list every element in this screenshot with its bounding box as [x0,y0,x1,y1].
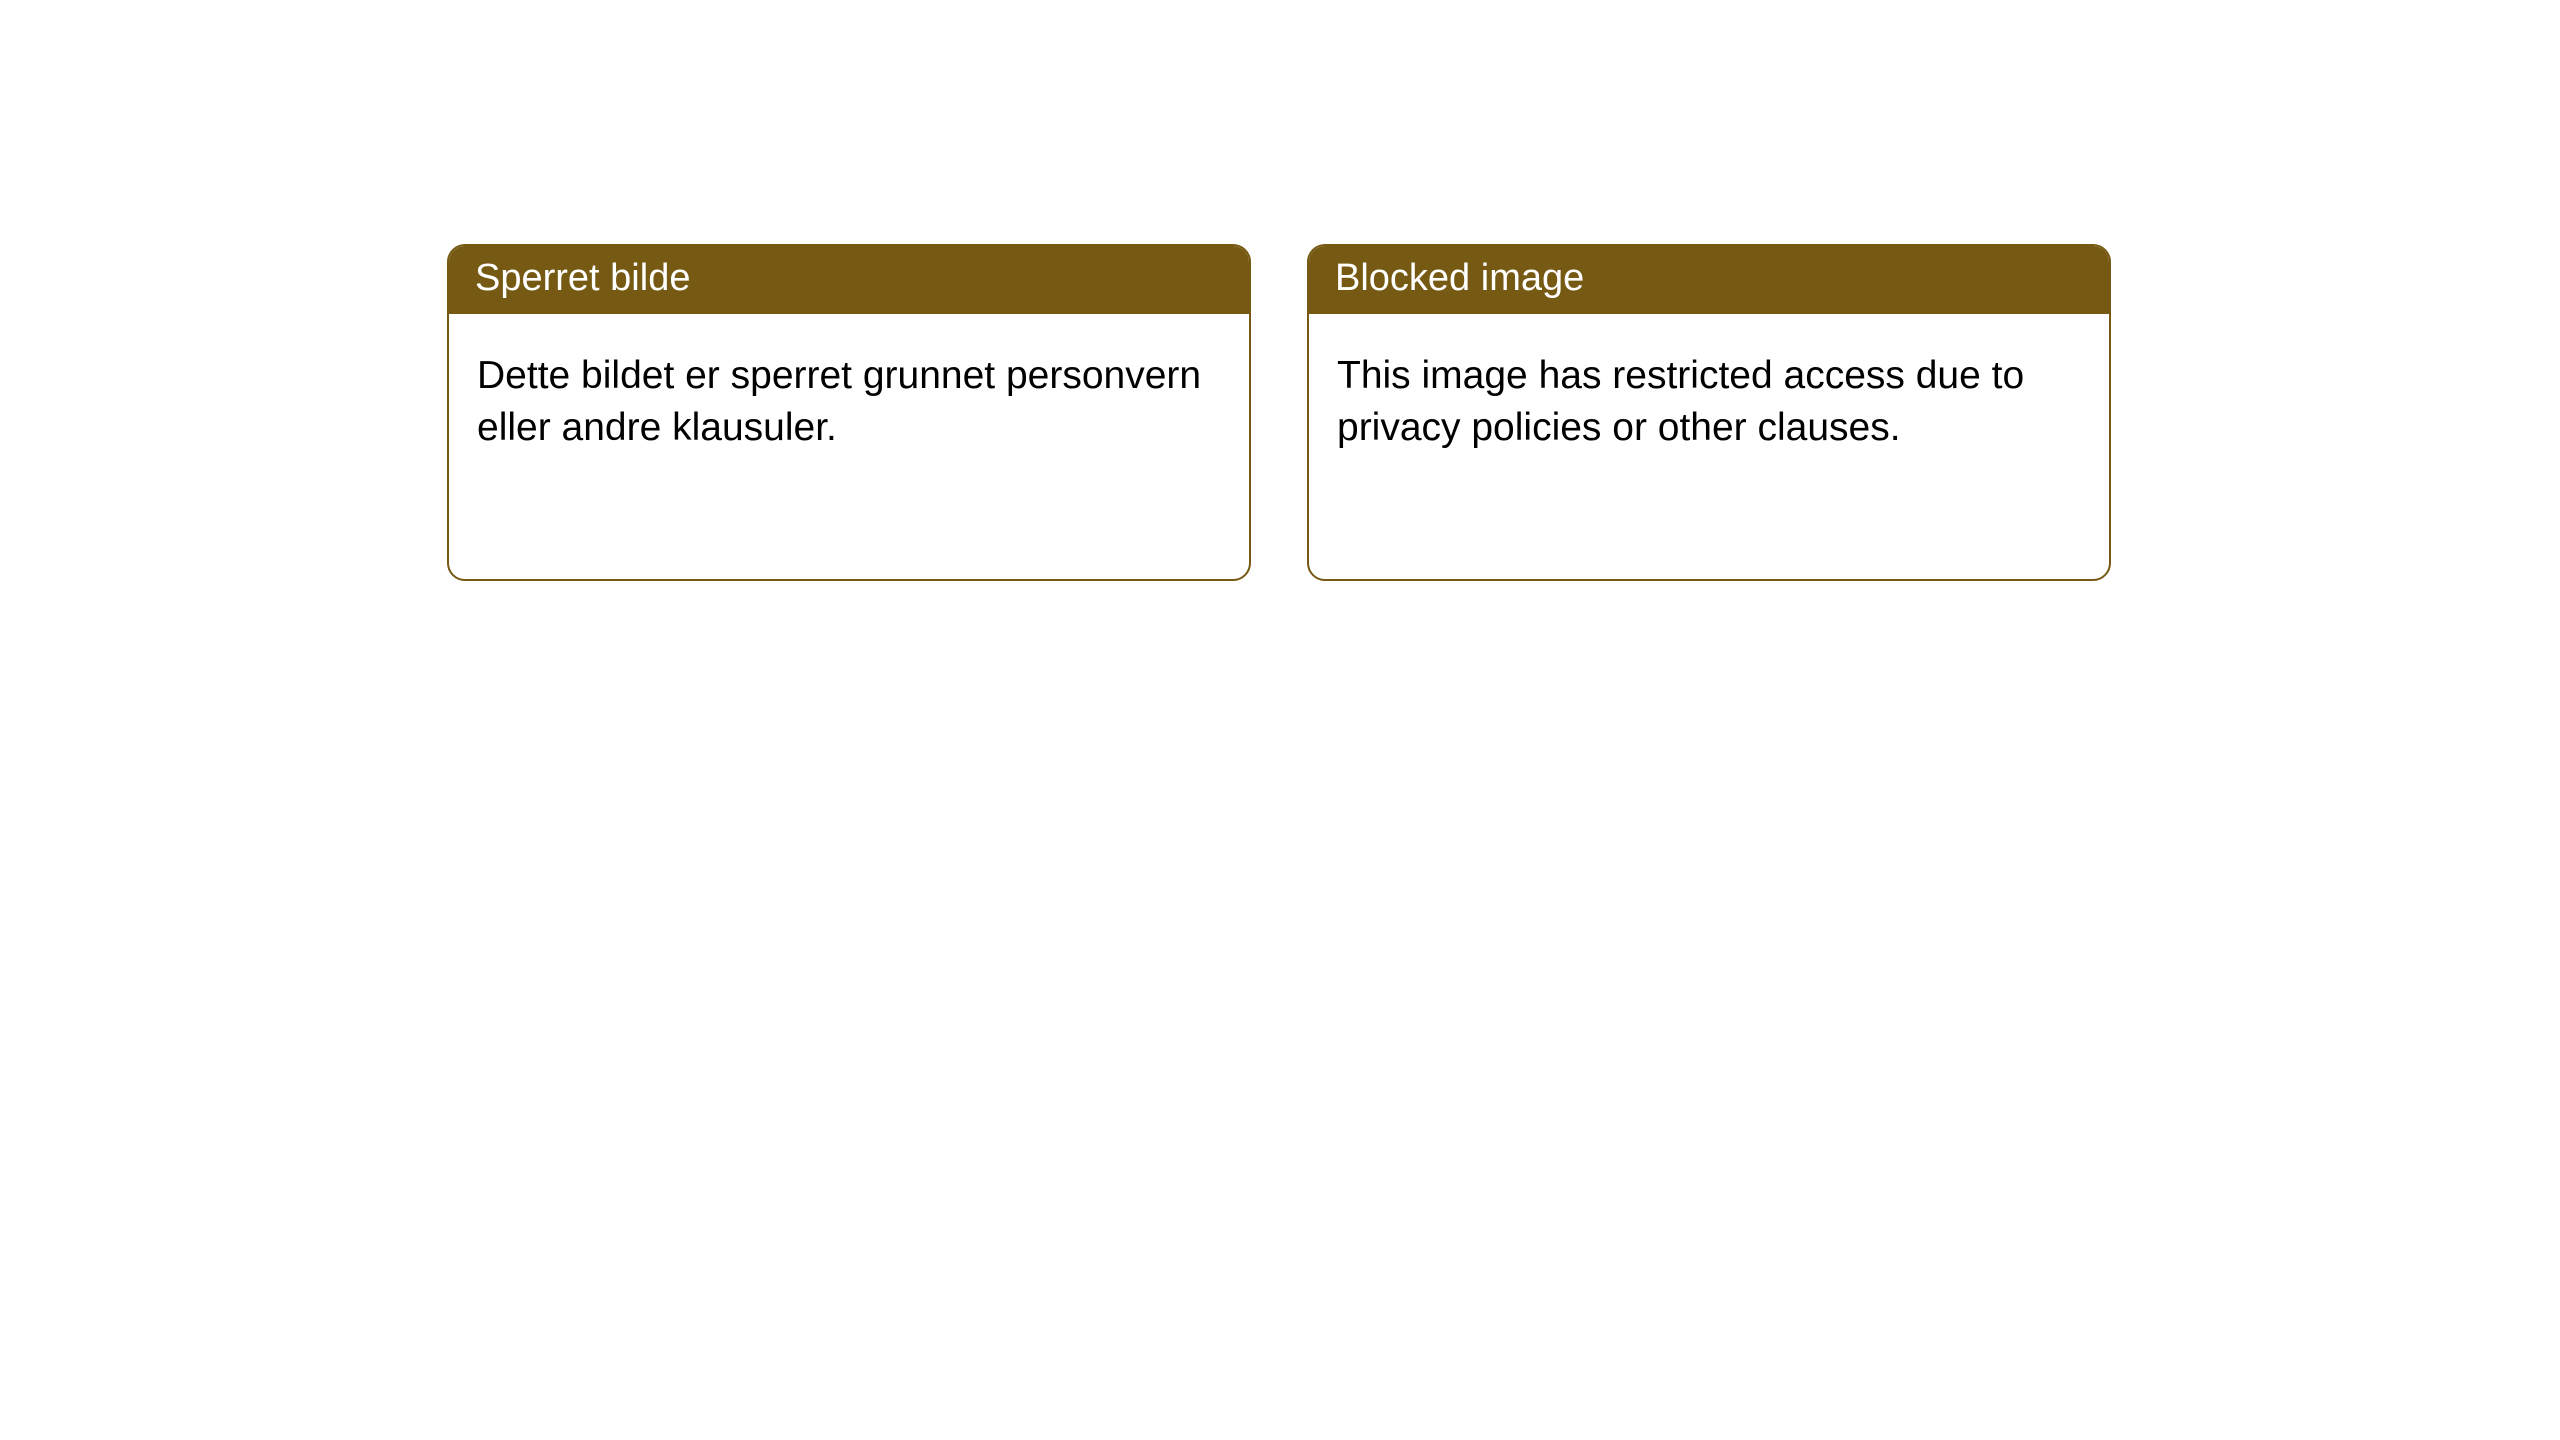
notice-container: Sperret bilde Dette bildet er sperret gr… [0,0,2560,581]
notice-title-no: Sperret bilde [449,246,1249,314]
notice-card-en: Blocked image This image has restricted … [1307,244,2111,581]
notice-card-no: Sperret bilde Dette bildet er sperret gr… [447,244,1251,581]
notice-body-en: This image has restricted access due to … [1309,314,2109,483]
notice-title-en: Blocked image [1309,246,2109,314]
notice-body-no: Dette bildet er sperret grunnet personve… [449,314,1249,483]
